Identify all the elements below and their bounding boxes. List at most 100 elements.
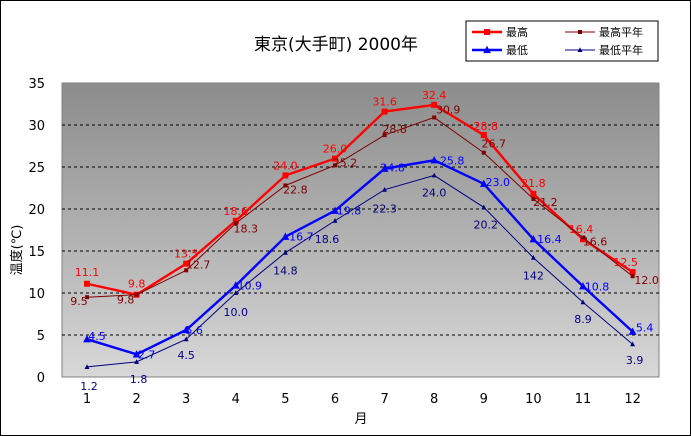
data-label: 5.4 [636,322,654,335]
x-tick-label: 10 [525,392,542,407]
data-label: 16.7 [289,231,314,244]
data-point [479,179,488,187]
series-line [86,174,633,368]
data-point [182,325,191,334]
data-point [282,249,288,255]
series-line [86,116,633,298]
x-tick-label: 6 [331,392,339,407]
data-point [629,269,636,275]
x-tick-label: 9 [480,392,488,407]
data-point [481,204,487,210]
series-4: 1.2 1.8 4.5 10.0 14.8 18.6 22.3 24.0 20.2 142 8.9 3… [80,172,643,393]
data-point [430,156,439,164]
x-tick-label: 7 [380,392,388,407]
y-tick-label: 5 [37,329,45,344]
data-point [233,221,238,226]
legend-marker [484,29,490,35]
data-point [431,101,438,108]
data-point [333,163,337,168]
legend-item: 最高 [472,25,528,39]
legend-label: 最低平年 [599,43,643,57]
series-line [86,103,634,296]
data-point [134,359,140,364]
data-label: 16.6 [583,236,608,249]
data-point [630,341,636,347]
data-label: 4.5 [88,330,106,343]
x-tick-label: 8 [430,392,438,407]
data-point [233,290,239,296]
y-tick-label: 25 [28,161,45,176]
data-point [331,206,339,214]
data-label: 18.6 [224,205,249,218]
legend-marker [483,45,491,54]
data-point [481,150,486,155]
x-tick-label: 2 [132,392,140,407]
data-label: 9.5 [70,295,88,308]
data-label: 9.8 [117,294,135,307]
legend-item: 最低平年 [565,43,643,57]
data-label: 21.8 [521,177,546,190]
data-point [183,260,190,267]
legend-item: 最低 [472,44,528,57]
y-tick-label: 0 [37,371,45,386]
x-axis-ticks: 1 2 3 4 5 6 7 8 9 10 11 12 [83,392,641,407]
data-label: 22.3 [372,203,397,216]
series-line [86,159,634,356]
data-point [84,280,90,287]
data-point [530,255,536,260]
legend-marker [577,47,583,53]
data-label: 25.8 [440,154,465,167]
data-label: 12.7 [186,258,211,271]
data-point [283,183,288,188]
data-label: 22.8 [283,183,308,196]
x-axis-label: 月 [354,412,367,427]
data-point [85,295,89,300]
y-tick-label: 15 [28,245,45,260]
data-point [381,108,388,115]
x-tick-label: 4 [232,392,240,407]
x-tick-label: 11 [575,392,592,407]
data-label: 8.9 [574,313,592,326]
legend-label: 最高平年 [599,25,643,39]
data-label: 12.0 [634,274,659,287]
data-label: 30.9 [436,103,461,116]
data-point [282,172,289,179]
y-axis-label: 温度(℃) [9,225,25,276]
data-label: 24.0 [422,186,447,199]
data-point [480,132,487,139]
series-2: 9.5 9.8 12.7 18.3 22.8 25.2 28.8 30.9 26.7 21.2 16… [70,103,659,308]
data-label: 20.2 [474,218,499,231]
data-point [132,350,141,358]
data-label: 12.5 [613,256,638,269]
legend-item: 最高平年 [565,25,643,39]
data-label: 16.4 [537,233,562,246]
data-point [382,186,388,192]
data-point [281,232,290,240]
data-label: 28.8 [474,120,499,133]
data-point [580,299,586,305]
data-point [231,281,240,289]
x-tick-label: 5 [281,392,289,407]
data-label: 28.8 [382,123,407,136]
data-label: 4.5 [177,349,195,362]
data-label: 24.0 [273,159,298,172]
data-point [530,190,537,197]
data-label: 2.7 [138,348,156,361]
x-tick-label: 3 [182,392,190,407]
data-label: 11.1 [75,266,100,279]
data-point [382,133,387,138]
data-point [581,235,585,240]
data-label: 13.5 [174,248,199,261]
series-3: 4.52.75.610.916.719.824.825.823.016.410.… [83,154,653,361]
data-point [628,327,637,335]
data-label: 18.6 [315,233,340,246]
data-label: 14.8 [273,265,298,278]
data-point [431,172,437,178]
data-label: 26.7 [482,138,507,151]
data-label: 32.4 [422,89,447,102]
data-point [84,364,90,369]
x-tick-label: 12 [624,392,641,407]
